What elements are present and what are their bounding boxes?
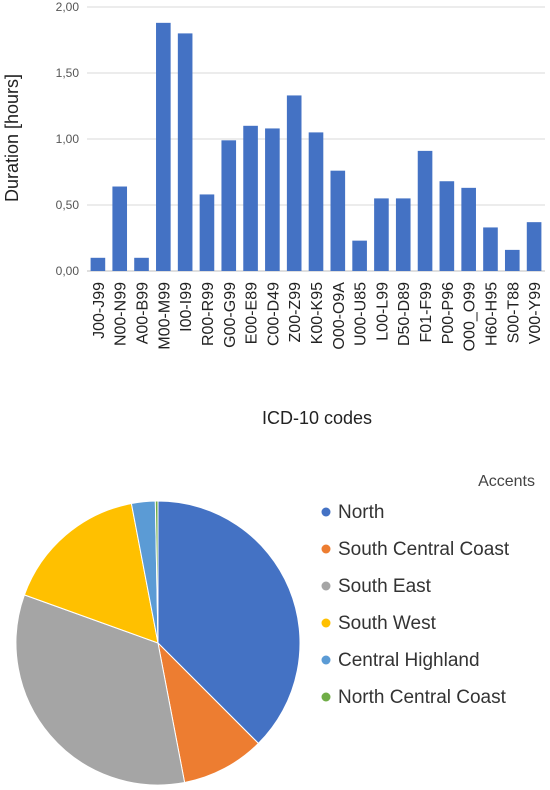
legend-marker	[321, 507, 331, 517]
bar	[265, 128, 280, 271]
legend-label: North	[338, 502, 384, 523]
bar	[177, 33, 193, 272]
pie-legend: North South Central Coast South East South …	[321, 502, 510, 708]
bar	[526, 222, 542, 271]
legend-marker	[321, 655, 331, 665]
bar	[308, 132, 324, 271]
legend-title: Accents	[478, 473, 535, 490]
x-tick-label: D50-D89	[396, 282, 413, 346]
legend-label: South West	[338, 613, 437, 634]
legend-item: South West	[321, 613, 437, 634]
x-tick-label: A00-B99	[135, 282, 152, 344]
y-tick-label: 0,00	[56, 264, 80, 278]
y-axis-title: Duration [hours]	[2, 74, 22, 202]
x-tick-label: J00-J99	[91, 282, 108, 339]
legend-item: North	[321, 502, 384, 523]
x-tick-label: Z00-Z99	[287, 282, 304, 343]
x-tick-label: S00-T88	[505, 282, 522, 343]
x-tick-label: O00-O9A	[331, 282, 348, 350]
x-tick-label: K00-K95	[309, 282, 326, 344]
bar	[221, 140, 237, 271]
x-tick-label: C00-D49	[265, 282, 282, 346]
y-tick-label: 1,00	[56, 132, 80, 146]
legend-item: South East	[321, 576, 432, 597]
legend-marker	[321, 544, 331, 554]
bar	[395, 198, 411, 271]
x-tick-label: N00-N99	[113, 282, 130, 346]
legend-item: Central Highland	[321, 650, 480, 671]
x-tick-label: G00-G99	[222, 282, 239, 348]
legend-item: South Central Coast	[321, 539, 510, 560]
x-tick-label: R00-R99	[200, 282, 217, 346]
bar	[374, 198, 389, 271]
x-tick-label: I00-I99	[178, 282, 195, 332]
x-tick-label: L00-L99	[374, 282, 391, 341]
legend-label: South East	[338, 576, 432, 597]
bar	[461, 187, 476, 271]
legend-marker	[321, 581, 331, 591]
bar	[352, 240, 367, 271]
bar	[243, 125, 258, 271]
bar	[286, 95, 302, 271]
bar-series	[90, 22, 542, 272]
bar	[504, 249, 520, 271]
legend-marker	[321, 692, 331, 702]
legend-label: South Central Coast	[338, 539, 510, 560]
x-axis-title: ICD-10 codes	[262, 408, 372, 428]
legend-label: Central Highland	[338, 650, 480, 671]
bar	[112, 186, 128, 271]
pie-slices	[15, 500, 301, 786]
bar	[417, 150, 433, 271]
y-tick-label: 2,00	[56, 0, 80, 14]
bar	[330, 170, 346, 271]
pie-slice	[23, 502, 159, 644]
pie-slice	[157, 641, 260, 784]
bar	[134, 257, 149, 271]
x-tick-label: V00-Y99	[527, 282, 544, 344]
bar-x-tick-labels: J00-J99 N00-N99 A00-B99 M00-M99 I00-I99 R00-R…	[91, 282, 544, 352]
bar	[483, 227, 498, 271]
y-tick-label: 0,50	[56, 198, 80, 212]
bar	[90, 257, 106, 271]
bar	[439, 181, 455, 271]
y-tick-label: 1,50	[56, 66, 80, 80]
x-tick-label: U00-U85	[353, 282, 370, 346]
pie-slice	[15, 594, 186, 786]
x-tick-label: E00-E89	[244, 282, 261, 344]
bar-chart: 0,00 0,50 1,00 1,50 2,00 J00-J99 N00-N99 A00-B…	[2, 0, 545, 428]
legend-item: North Central Coast	[321, 687, 507, 708]
bar	[199, 194, 215, 271]
x-tick-label: H60-H95	[483, 282, 500, 346]
bar-y-tick-labels: 0,00 0,50 1,00 1,50 2,00	[56, 0, 80, 278]
pie-slice	[157, 500, 301, 745]
legend-marker	[321, 618, 331, 628]
bar	[156, 22, 171, 272]
pie-slice	[154, 500, 159, 644]
x-tick-label: F01-F99	[418, 282, 435, 343]
legend-label: North Central Coast	[338, 687, 507, 708]
x-tick-label: O00_O99	[462, 282, 479, 351]
pie-chart: Accents North South Central Coast South Ea…	[15, 473, 535, 786]
x-tick-label: P00-P96	[440, 282, 457, 344]
x-tick-label: M00-M99	[156, 282, 173, 350]
